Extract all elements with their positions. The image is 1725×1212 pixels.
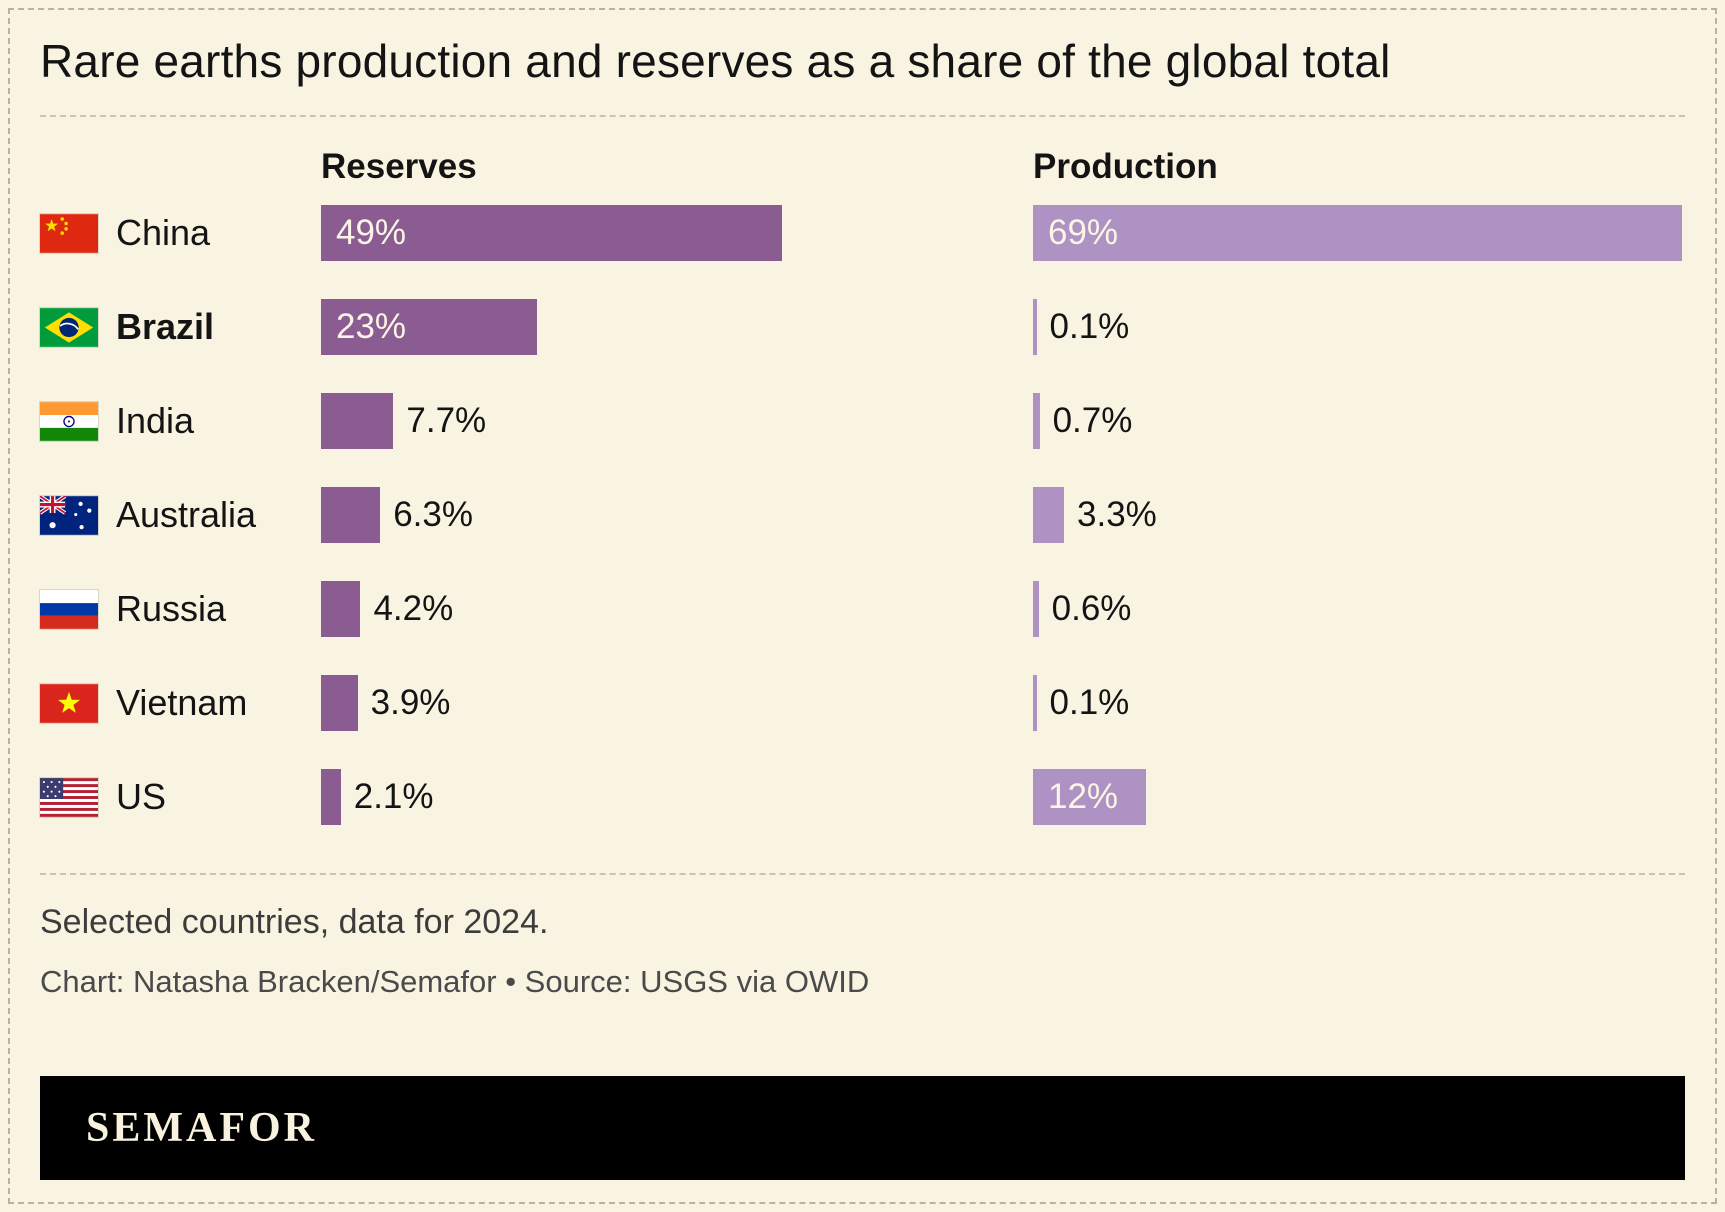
production-value-label: 3.3%: [1077, 495, 1157, 535]
reserves-bar: 2.1%: [321, 769, 434, 826]
semafor-logo: SEMAFOR: [86, 1105, 317, 1151]
reserves-bar-cell: 7.7%: [321, 393, 1033, 450]
table-row: Brazil 23% 0.1%: [39, 299, 1685, 356]
country-label: Vietnam: [116, 682, 248, 724]
reserves-value-label: 23%: [336, 307, 407, 347]
country-label: Australia: [116, 494, 257, 536]
production-value-label: 0.1%: [1049, 683, 1130, 723]
production-bar-cell: 0.1%: [1033, 675, 1685, 732]
production-value-label: 69%: [1048, 213, 1119, 253]
country-cell: Russia: [39, 588, 321, 630]
flag-brazil-icon: [39, 306, 99, 348]
flag-china-icon: [39, 212, 99, 254]
separator-top: [40, 115, 1685, 118]
production-bar: 0.6%: [1033, 581, 1131, 638]
reserves-bar: 49%: [321, 205, 782, 262]
country-label: China: [116, 212, 211, 254]
reserves-bar: 23%: [321, 299, 538, 356]
reserves-value-label: 4.2%: [373, 589, 454, 629]
country-label: US: [116, 776, 167, 818]
reserves-bar: 7.7%: [321, 393, 486, 450]
country-cell: Brazil: [39, 306, 321, 348]
table-row: Vietnam 3.9% 0.1%: [39, 675, 1685, 732]
reserves-bar-cell: 23%: [321, 299, 1033, 356]
column-headers: Reserves Production: [40, 147, 1685, 187]
production-bar: 0.1%: [1033, 675, 1129, 732]
production-bar-cell: 0.6%: [1033, 581, 1685, 638]
reserves-bar-cell: 4.2%: [321, 581, 1033, 638]
reserves-value-label: 6.3%: [393, 495, 473, 535]
flag-australia-icon: [39, 494, 99, 536]
country-cell: US: [39, 776, 321, 818]
country-label: Brazil: [116, 306, 215, 348]
production-value-label: 12%: [1048, 777, 1119, 817]
production-bar: 0.7%: [1033, 393, 1132, 450]
reserves-value-label: 3.9%: [370, 683, 451, 723]
production-bar: 3.3%: [1033, 487, 1157, 544]
reserves-value-label: 7.7%: [406, 401, 487, 441]
column-header-production: Production: [1033, 147, 1218, 187]
country-cell: Vietnam: [39, 682, 321, 724]
production-value-label: 0.1%: [1049, 307, 1130, 347]
table-row: India 7.7% 0.7%: [39, 393, 1685, 450]
chart-frame: [8, 8, 1717, 1204]
table-row: China 49% 69%: [39, 205, 1685, 262]
flag-russia-icon: [39, 588, 99, 630]
flag-vietnam-icon: [39, 682, 99, 724]
country-label: India: [116, 400, 195, 442]
production-bar: 69%: [1033, 205, 1682, 262]
reserves-bar-cell: 2.1%: [321, 769, 1033, 826]
production-value-label: 0.7%: [1052, 401, 1133, 441]
production-bar-cell: 0.7%: [1033, 393, 1685, 450]
country-cell: China: [39, 212, 321, 254]
reserves-value-label: 2.1%: [353, 777, 434, 817]
production-bar-cell: 69%: [1033, 205, 1685, 262]
production-value-label: 0.6%: [1051, 589, 1132, 629]
reserves-bar-cell: 49%: [321, 205, 1033, 262]
production-bar-cell: 12%: [1033, 769, 1685, 826]
production-bar-cell: 3.3%: [1033, 487, 1685, 544]
reserves-bar: 3.9%: [321, 675, 450, 732]
production-bar: 0.1%: [1033, 299, 1129, 356]
reserves-bar: 6.3%: [321, 487, 473, 544]
flag-us-icon: [39, 776, 99, 818]
table-row: Russia 4.2% 0.6%: [39, 581, 1685, 638]
country-cell: Australia: [39, 494, 321, 536]
production-bar: 12%: [1033, 769, 1146, 826]
reserves-bar-cell: 3.9%: [321, 675, 1033, 732]
chart-rows: China 49% 69% Brazil 23%: [39, 205, 1685, 826]
reserves-value-label: 49%: [336, 213, 407, 253]
country-label: Russia: [116, 588, 227, 630]
column-header-reserves: Reserves: [321, 147, 477, 187]
flag-india-icon: [39, 400, 99, 442]
country-cell: India: [39, 400, 321, 442]
table-row: US 2.1% 12%: [39, 769, 1685, 826]
separator-bottom: [40, 873, 1685, 876]
production-bar-cell: 0.1%: [1033, 299, 1685, 356]
chart-card: Rare earths production and reserves as a…: [10, 10, 1715, 1202]
spacer: [40, 147, 321, 187]
brand-bar: SEMAFOR: [40, 1076, 1685, 1180]
chart-note: Selected countries, data for 2024.: [40, 903, 549, 942]
chart-credit: Chart: Natasha Bracken/Semafor • Source:…: [40, 964, 870, 1000]
reserves-bar: 4.2%: [321, 581, 453, 638]
table-row: Australia 6.3% 3.3%: [39, 487, 1685, 544]
reserves-bar-cell: 6.3%: [321, 487, 1033, 544]
chart-title: Rare earths production and reserves as a…: [40, 35, 1391, 87]
